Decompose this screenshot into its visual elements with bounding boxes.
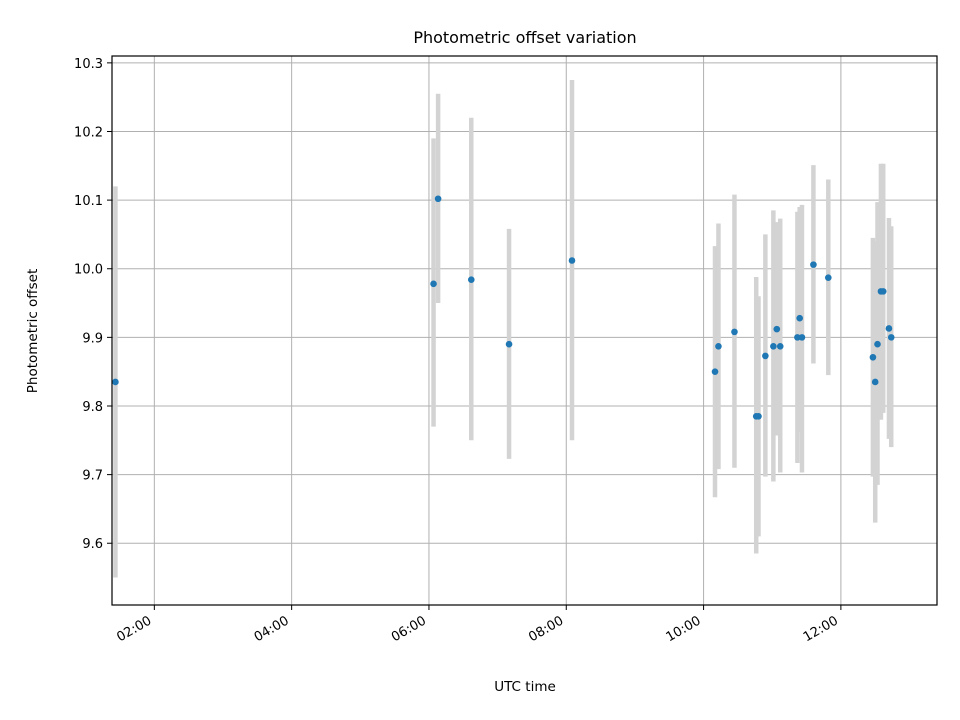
y-tick-label: 9.6	[82, 537, 103, 552]
data-point	[715, 342, 722, 350]
chart-title: Photometric offset variation	[413, 28, 636, 47]
data-point	[711, 368, 719, 375]
data-point	[824, 274, 832, 281]
data-point	[879, 288, 887, 295]
y-tick-label: 10.3	[74, 57, 103, 72]
data-point	[467, 276, 475, 284]
y-tick-label: 10.0	[74, 263, 103, 278]
data-point	[773, 325, 781, 333]
data-point	[505, 340, 513, 348]
data-point	[434, 195, 442, 203]
data-point	[798, 334, 806, 341]
y-tick-label: 10.2	[74, 125, 103, 140]
y-tick-label: 10.1	[74, 194, 103, 209]
data-point	[762, 352, 769, 360]
data-point	[794, 334, 801, 341]
plot-frame	[111, 55, 938, 606]
data-point	[810, 261, 817, 268]
y-axis: 9.6 9.7 9.8 9.9 10.0 10.1 10.2 10.3	[74, 57, 112, 552]
data-point	[869, 353, 877, 361]
grid	[112, 56, 937, 605]
data-point	[430, 280, 437, 288]
data-point	[887, 334, 895, 341]
x-axis-label: UTC time	[494, 679, 556, 695]
data-point	[731, 328, 738, 336]
data-points	[112, 195, 895, 420]
data-point	[871, 378, 879, 386]
data-point	[755, 412, 762, 420]
data-point	[885, 325, 893, 332]
y-axis-label: Photometric offset	[25, 269, 41, 393]
y-tick-label: 9.8	[82, 400, 103, 415]
data-point	[874, 340, 881, 348]
data-point	[568, 257, 576, 264]
data-point	[112, 378, 119, 386]
data-point	[776, 342, 784, 350]
data-point	[796, 314, 803, 322]
data-point	[770, 342, 777, 350]
y-tick-label: 9.9	[82, 331, 103, 346]
y-tick-label: 9.7	[82, 469, 103, 484]
